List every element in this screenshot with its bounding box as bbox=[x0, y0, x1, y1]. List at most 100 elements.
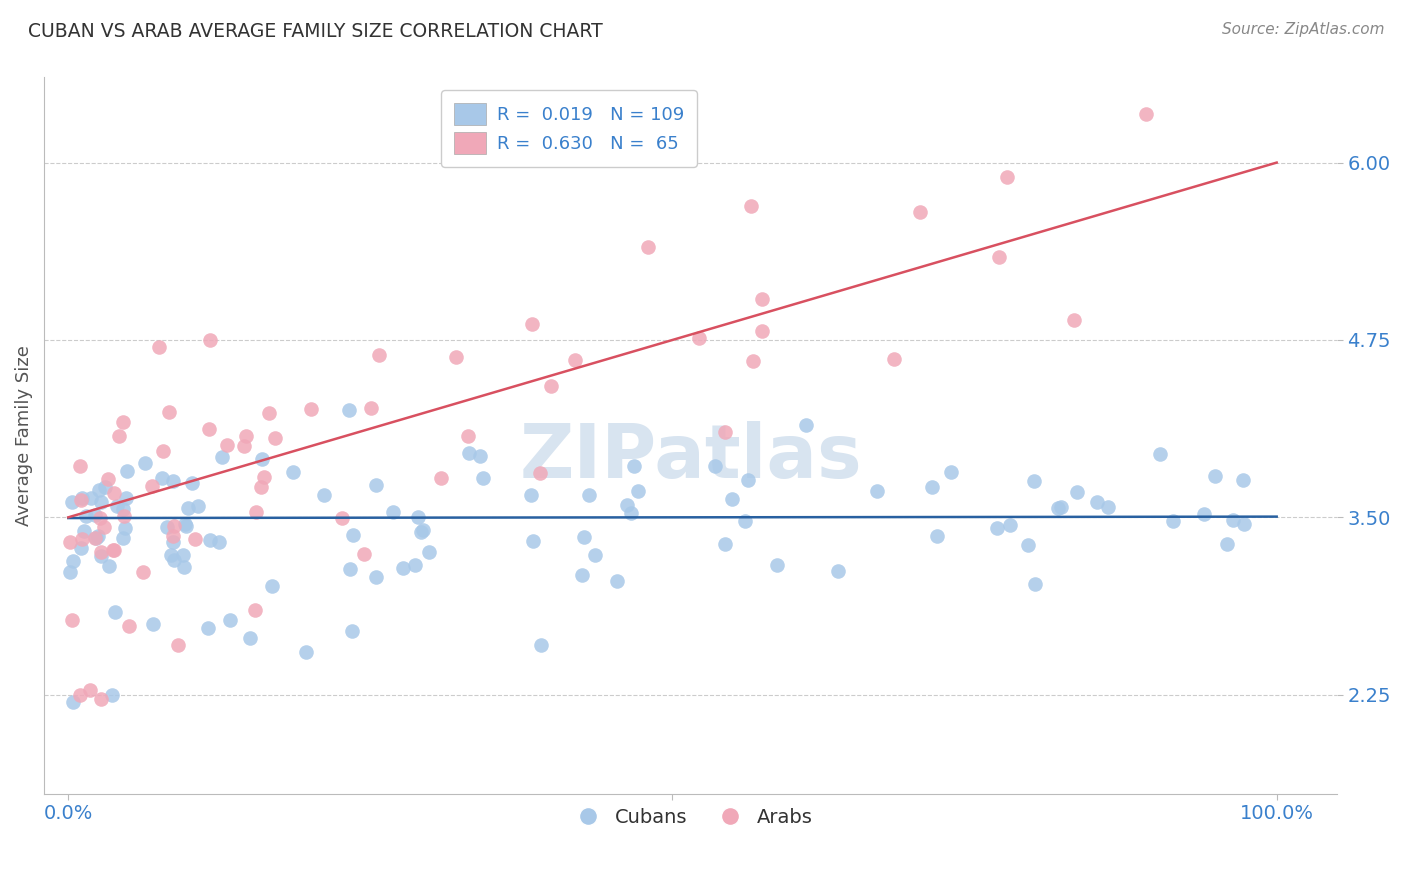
Point bbox=[520, 488, 543, 502]
Point bbox=[406, 510, 429, 524]
Point bbox=[1017, 538, 1039, 552]
Point bbox=[252, 451, 274, 466]
Point bbox=[471, 471, 494, 485]
Point bbox=[883, 352, 905, 367]
Point bbox=[418, 545, 440, 559]
Point bbox=[337, 402, 360, 417]
Point bbox=[1022, 474, 1045, 488]
Text: Source: ZipAtlas.com: Source: ZipAtlas.com bbox=[1222, 22, 1385, 37]
Point bbox=[114, 521, 136, 535]
Point bbox=[249, 480, 271, 494]
Point bbox=[253, 470, 276, 484]
Point bbox=[157, 405, 180, 419]
Point bbox=[404, 558, 426, 573]
Point bbox=[152, 443, 174, 458]
Point bbox=[160, 549, 183, 563]
Point bbox=[245, 505, 267, 519]
Point bbox=[89, 544, 111, 558]
Point bbox=[104, 606, 127, 620]
Point bbox=[90, 692, 112, 706]
Point bbox=[1085, 495, 1108, 509]
Point bbox=[616, 498, 638, 512]
Point bbox=[118, 618, 141, 632]
Point bbox=[339, 562, 361, 576]
Point bbox=[342, 527, 364, 541]
Point bbox=[623, 459, 645, 474]
Point bbox=[90, 549, 112, 564]
Point bbox=[1024, 576, 1046, 591]
Point bbox=[381, 505, 404, 519]
Point bbox=[987, 250, 1010, 264]
Point bbox=[392, 560, 415, 574]
Point bbox=[1204, 468, 1226, 483]
Point bbox=[742, 354, 765, 368]
Point bbox=[198, 333, 221, 347]
Point bbox=[412, 523, 434, 537]
Legend: Cubans, Arabs: Cubans, Arabs bbox=[561, 800, 821, 835]
Point bbox=[219, 613, 242, 627]
Point bbox=[69, 458, 91, 473]
Point bbox=[540, 379, 562, 393]
Point bbox=[714, 425, 737, 440]
Point bbox=[470, 449, 492, 463]
Point bbox=[734, 514, 756, 528]
Point bbox=[457, 429, 479, 443]
Point bbox=[606, 574, 628, 588]
Point bbox=[69, 688, 91, 702]
Point bbox=[162, 534, 184, 549]
Point bbox=[132, 565, 155, 579]
Point bbox=[340, 624, 363, 638]
Point bbox=[522, 533, 544, 548]
Point bbox=[1135, 106, 1157, 120]
Point bbox=[83, 531, 105, 545]
Point bbox=[627, 483, 650, 498]
Point bbox=[181, 475, 204, 490]
Point bbox=[62, 613, 84, 627]
Point bbox=[939, 465, 962, 479]
Point bbox=[578, 488, 600, 502]
Point bbox=[720, 491, 742, 506]
Point bbox=[156, 519, 179, 533]
Point bbox=[93, 520, 115, 534]
Text: CUBAN VS ARAB AVERAGE FAMILY SIZE CORRELATION CHART: CUBAN VS ARAB AVERAGE FAMILY SIZE CORREL… bbox=[28, 22, 603, 41]
Point bbox=[103, 486, 125, 500]
Point bbox=[80, 491, 103, 506]
Point bbox=[794, 418, 817, 433]
Point bbox=[409, 525, 432, 540]
Point bbox=[688, 331, 710, 345]
Point bbox=[162, 474, 184, 488]
Point bbox=[998, 517, 1021, 532]
Point bbox=[150, 471, 173, 485]
Point bbox=[148, 340, 170, 354]
Point bbox=[112, 501, 135, 516]
Point bbox=[174, 517, 197, 532]
Point bbox=[1066, 485, 1088, 500]
Point bbox=[70, 492, 93, 507]
Point bbox=[98, 558, 121, 573]
Point bbox=[163, 552, 186, 566]
Point bbox=[574, 530, 596, 544]
Point bbox=[162, 529, 184, 543]
Point bbox=[215, 437, 238, 451]
Point bbox=[1050, 500, 1073, 515]
Point bbox=[295, 645, 318, 659]
Point bbox=[142, 616, 165, 631]
Point bbox=[83, 508, 105, 522]
Point bbox=[529, 466, 551, 480]
Text: ZIPatlas: ZIPatlas bbox=[519, 421, 862, 494]
Point bbox=[108, 429, 131, 443]
Point bbox=[70, 541, 93, 556]
Point bbox=[364, 570, 387, 584]
Point bbox=[141, 479, 163, 493]
Point bbox=[257, 405, 280, 419]
Point bbox=[264, 431, 287, 445]
Point bbox=[59, 565, 82, 579]
Point bbox=[59, 534, 82, 549]
Point bbox=[737, 473, 759, 487]
Point bbox=[360, 401, 382, 415]
Y-axis label: Average Family Size: Average Family Size bbox=[15, 345, 32, 526]
Point bbox=[163, 519, 186, 533]
Point bbox=[97, 472, 120, 486]
Point bbox=[444, 350, 467, 364]
Point bbox=[330, 511, 353, 525]
